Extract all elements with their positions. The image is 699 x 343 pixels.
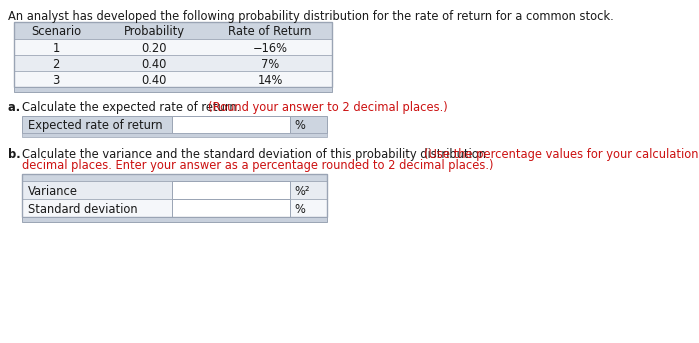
Text: (Round your answer to 2 decimal places.): (Round your answer to 2 decimal places.)	[208, 101, 448, 114]
Bar	[172, 199, 290, 217]
Bar	[22, 217, 327, 222]
Text: a.: a.	[8, 101, 24, 114]
Bar	[14, 39, 332, 55]
Text: Calculate the expected rate of return.: Calculate the expected rate of return.	[22, 101, 244, 114]
Text: Expected rate of return: Expected rate of return	[28, 119, 163, 132]
Text: 1: 1	[52, 42, 59, 55]
Bar	[14, 71, 332, 87]
Text: %²: %²	[294, 185, 310, 198]
Bar	[172, 116, 290, 133]
Text: Scenario: Scenario	[31, 25, 81, 38]
Bar	[22, 199, 327, 217]
Text: 0.40: 0.40	[141, 58, 166, 71]
Text: 0.20: 0.20	[141, 42, 167, 55]
Text: 0.40: 0.40	[141, 74, 166, 87]
Text: 2: 2	[52, 58, 59, 71]
Bar	[14, 22, 332, 39]
Text: Calculate the variance and the standard deviation of this probability distributi: Calculate the variance and the standard …	[22, 148, 493, 161]
Text: %: %	[294, 119, 305, 132]
Text: %: %	[294, 203, 305, 216]
Text: 7%: 7%	[261, 58, 279, 71]
Bar	[22, 116, 327, 133]
Text: 14%: 14%	[257, 74, 282, 87]
Text: decimal places. Enter your answer as a percentage rounded to 2 decimal places.): decimal places. Enter your answer as a p…	[22, 159, 493, 172]
Bar	[14, 22, 332, 87]
Text: b.: b.	[8, 148, 24, 161]
Bar	[172, 181, 290, 199]
Bar	[22, 174, 327, 217]
Bar	[22, 133, 327, 137]
Text: Rate of Return: Rate of Return	[229, 25, 312, 38]
Bar	[22, 181, 327, 199]
Bar	[14, 87, 332, 92]
Text: 3: 3	[52, 74, 59, 87]
Text: An analyst has developed the following probability distribution for the rate of : An analyst has developed the following p…	[8, 10, 614, 23]
Text: Variance: Variance	[28, 185, 78, 198]
Text: Probability: Probability	[124, 25, 185, 38]
Text: Standard deviation: Standard deviation	[28, 203, 138, 216]
Bar	[22, 174, 327, 181]
Bar	[14, 55, 332, 71]
Text: (Use the percentage values for your calculations (for example 10% not 0.10). Rou: (Use the percentage values for your calc…	[424, 148, 699, 161]
Text: −16%: −16%	[252, 42, 287, 55]
